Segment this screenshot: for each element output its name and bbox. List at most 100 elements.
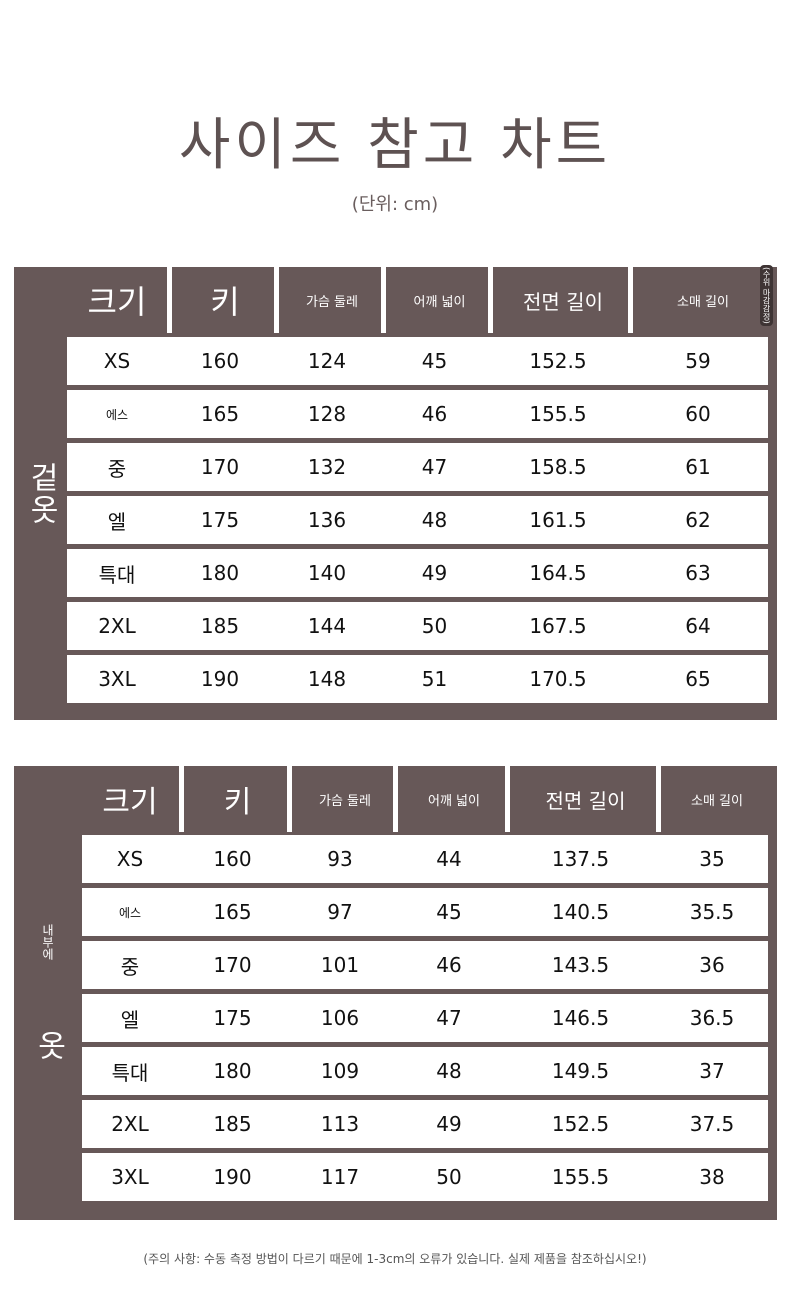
table-cell: 3XL [111, 1165, 149, 1189]
table-row: 엘 175 136 48 161.5 62 [67, 496, 768, 544]
table-cell: 180 [213, 1059, 252, 1083]
table-cell: 48 [421, 508, 448, 532]
table-row: 2XL 185 144 50 167.5 64 [67, 602, 768, 650]
table-cell: 175 [213, 1006, 252, 1030]
table-cell: 63 [685, 561, 711, 585]
table-cell: 35.5 [689, 900, 735, 924]
table-cell: 128 [307, 402, 347, 426]
column-header: 어깨 넓이 [381, 267, 493, 333]
table-cell: 60 [685, 402, 711, 426]
table-cell: 152.5 [529, 349, 587, 373]
corner-note: (수위 마감감정) [760, 265, 773, 326]
table-cell: 137.5 [551, 847, 610, 871]
table-cell: 161.5 [529, 508, 587, 532]
table-row: 특대 180 140 49 164.5 63 [67, 549, 768, 597]
table-cell: 190 [213, 1165, 252, 1189]
table-cell: 특대 [111, 1060, 149, 1085]
table-cell: XS [116, 847, 144, 871]
table-cell: 113 [320, 1112, 360, 1136]
table-row: 3XL 190 148 51 170.5 65 [67, 655, 768, 703]
table-cell: 146.5 [551, 1006, 610, 1030]
table-cell: 170 [200, 455, 240, 479]
table-cell: 35 [699, 847, 725, 871]
table-cell: 엘 [120, 1007, 140, 1032]
table-cell: 65 [685, 667, 711, 691]
column-header: 소매 길이 [628, 267, 773, 333]
table-cell: 38 [699, 1165, 725, 1189]
table-cell: 3XL [98, 667, 136, 691]
table-cell: 117 [320, 1165, 360, 1189]
table-row: 중 170 132 47 158.5 61 [67, 443, 768, 491]
table-cell: 185 [213, 1112, 252, 1136]
table-cell: 93 [327, 847, 353, 871]
table-cell: 49 [436, 1112, 462, 1136]
column-header: 가슴 둘레 [287, 766, 398, 832]
table-cell: 37.5 [689, 1112, 735, 1136]
table-cell: 106 [320, 1006, 360, 1030]
table-cell: 59 [685, 349, 711, 373]
column-header: 전면 길이 [488, 267, 633, 333]
table-row: XS 160 93 44 137.5 35 [82, 835, 768, 883]
table-cell: 101 [320, 953, 360, 977]
table-cell: 에스 [105, 407, 129, 422]
table-cell: 49 [421, 561, 448, 585]
table-cell: 37 [699, 1059, 725, 1083]
inner-size-table: 내부에 옷 크기 키 가슴 둘레 어깨 넓이 전면 길이 소매 길이 XS 160 93 44 137… [14, 766, 777, 1220]
table-cell: XS [103, 349, 131, 373]
table-cell: 190 [200, 667, 240, 691]
table-cell: 158.5 [529, 455, 587, 479]
table-cell: 2XL [111, 1112, 149, 1136]
table-cell: 160 [213, 847, 252, 871]
table-row: 특대 180 109 48 149.5 37 [82, 1047, 768, 1095]
side-label: 내부에 옷 [31, 924, 66, 1062]
table-cell: 47 [421, 455, 448, 479]
table-cell: 160 [200, 349, 240, 373]
table-cell: 167.5 [529, 614, 587, 638]
table-cell: 140 [307, 561, 347, 585]
table-cell: 124 [307, 349, 347, 373]
table-cell: 136 [307, 508, 347, 532]
column-header: 어깨 넓이 [393, 766, 510, 832]
table-cell: 155.5 [529, 402, 587, 426]
table-row: 에스 165 128 46 155.5 60 [67, 390, 768, 438]
table-cell: 특대 [98, 562, 136, 587]
table-cell: 45 [436, 900, 462, 924]
table-cell: 48 [436, 1059, 462, 1083]
column-header: 크기 [102, 785, 158, 820]
table-cell: 51 [421, 667, 448, 691]
table-row: XS 160 124 45 152.5 59 [67, 337, 768, 385]
table-cell: 109 [320, 1059, 360, 1083]
table-cell: 64 [685, 614, 711, 638]
table-cell: 50 [421, 614, 448, 638]
table-cell: 46 [421, 402, 448, 426]
outerwear-size-table: 겉옷 (수위 마감감정) 크기 키 가슴 둘레 어깨 넓이 전면 길이 소매 길이 XS 16… [14, 265, 777, 720]
column-header: 키 [167, 267, 278, 333]
table-cell: 140.5 [551, 900, 610, 924]
table-cell: 165 [200, 402, 240, 426]
table-row: 2XL 185 113 49 152.5 37.5 [82, 1100, 768, 1148]
table-cell: 164.5 [529, 561, 587, 585]
table-cell: 165 [213, 900, 252, 924]
column-header: 크기 [87, 283, 147, 321]
table-cell: 144 [307, 614, 347, 638]
table-cell: 중 [107, 456, 127, 481]
table-cell: 180 [200, 561, 240, 585]
table-cell: 44 [436, 847, 462, 871]
table-cell: 36 [699, 953, 725, 977]
table-cell: 46 [436, 953, 462, 977]
column-header: 전면 길이 [505, 766, 661, 832]
table-cell: 47 [436, 1006, 462, 1030]
table-cell: 2XL [98, 614, 136, 638]
table-cell: 50 [436, 1165, 462, 1189]
table-cell: 152.5 [551, 1112, 610, 1136]
table-cell: 170 [213, 953, 252, 977]
footnote: (주의 사항: 수동 측정 방법이 다르기 때문에 1-3cm의 오류가 있습니… [143, 1252, 647, 1266]
table-cell: 61 [685, 455, 711, 479]
table-cell: 에스 [118, 905, 142, 920]
page-title: 사이즈 참고 차트 [178, 113, 612, 178]
table-cell: 중 [120, 954, 140, 979]
table-cell: 185 [200, 614, 240, 638]
table-cell: 143.5 [551, 953, 610, 977]
column-header: 가슴 둘레 [274, 267, 385, 333]
table-row: 중 170 101 46 143.5 36 [82, 941, 768, 989]
